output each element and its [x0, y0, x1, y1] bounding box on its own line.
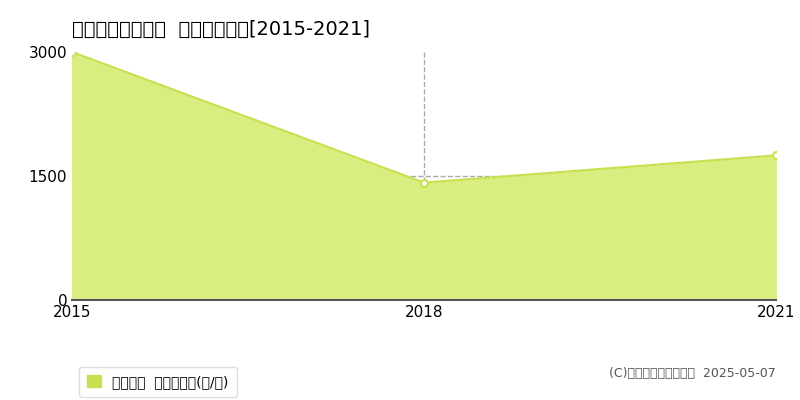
- Legend: 農地価格  平均坪単価(円/坪): 農地価格 平均坪単価(円/坪): [79, 366, 237, 397]
- Text: (C)土地価格ドットコム  2025-05-07: (C)土地価格ドットコム 2025-05-07: [610, 367, 776, 380]
- Text: 新潟市南区東笠巻  農地価格推移[2015-2021]: 新潟市南区東笠巻 農地価格推移[2015-2021]: [72, 20, 370, 39]
